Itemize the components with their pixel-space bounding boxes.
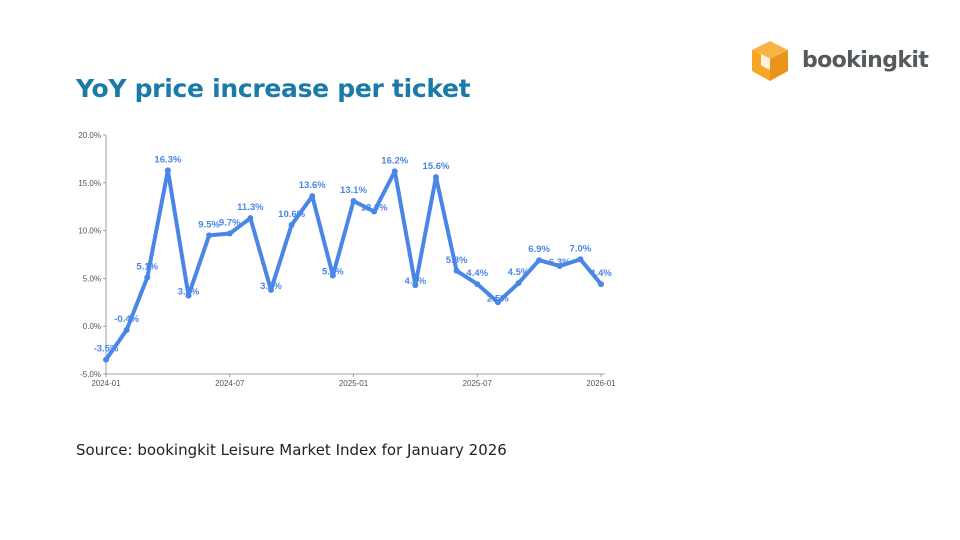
data-label: 9.5% xyxy=(198,219,220,230)
page-title: YoY price increase per ticket xyxy=(76,74,471,103)
chart-axes: -5.0% 0.0% 5.0% 10.0% 15.0% 20.0% 2024-01 2024-… xyxy=(78,131,616,388)
data-label: 13.6% xyxy=(299,180,326,191)
data-point xyxy=(247,215,254,222)
data-label: -0.4% xyxy=(114,314,139,325)
data-point xyxy=(185,292,192,299)
data-label: 16.2% xyxy=(381,155,408,166)
chart-series xyxy=(103,167,604,363)
x-tick-label: 2026-01 xyxy=(586,379,616,388)
data-point xyxy=(453,267,460,274)
data-point xyxy=(350,197,357,204)
line-chart: -5.0% 0.0% 5.0% 10.0% 15.0% 20.0% 2024-01 2024-… xyxy=(78,131,616,388)
data-label: 5.8% xyxy=(446,255,468,266)
data-point xyxy=(226,230,233,237)
data-point xyxy=(515,280,522,287)
bookingkit-logo: bookingkit xyxy=(750,40,929,84)
data-label: 7.0% xyxy=(570,243,592,254)
data-label: 6.9% xyxy=(528,244,550,255)
x-tick-label: 2024-01 xyxy=(91,379,121,388)
data-label: 4.4% xyxy=(466,268,488,279)
x-tick-label: 2025-07 xyxy=(463,379,493,388)
source-note: Source: bookingkit Leisure Market Index … xyxy=(76,441,507,459)
data-point xyxy=(556,262,563,269)
data-label: 6.3% xyxy=(549,257,571,268)
data-point xyxy=(412,282,419,289)
data-label: 10.6% xyxy=(278,209,305,220)
data-point xyxy=(103,356,109,363)
data-point xyxy=(474,281,481,288)
data-label: 3.2% xyxy=(178,287,200,298)
x-tick-label: 2024-07 xyxy=(215,379,245,388)
data-label: 9.7% xyxy=(219,217,241,228)
x-tick-label: 2025-01 xyxy=(339,379,369,388)
data-label: 16.3% xyxy=(154,154,181,165)
data-label: 4.3% xyxy=(405,276,427,287)
data-point xyxy=(329,272,336,279)
data-point xyxy=(268,286,274,293)
y-tick-label: 0.0% xyxy=(83,322,101,331)
data-point xyxy=(598,281,604,288)
data-point xyxy=(371,208,378,215)
data-label: 5.1% xyxy=(136,261,158,272)
data-label: -3.5% xyxy=(94,344,119,355)
data-point xyxy=(164,167,171,174)
data-label: 5.3% xyxy=(322,267,344,278)
y-tick-label: 15.0% xyxy=(78,179,101,188)
y-tick-label: 20.0% xyxy=(78,131,101,140)
data-label: 12.0% xyxy=(361,202,388,213)
data-label: 3.8% xyxy=(260,281,282,292)
data-point xyxy=(288,221,295,228)
data-point xyxy=(433,174,439,181)
data-point xyxy=(309,193,316,200)
data-label: 2.5% xyxy=(487,293,509,304)
data-point xyxy=(536,257,543,264)
data-point xyxy=(206,232,213,239)
data-label: 11.3% xyxy=(237,202,264,213)
data-point xyxy=(494,299,501,306)
data-label: 15.6% xyxy=(423,161,450,172)
y-tick-label: 5.0% xyxy=(83,274,101,283)
brand-name: bookingkit xyxy=(802,48,929,73)
cube-icon xyxy=(752,41,788,81)
data-point xyxy=(123,327,130,334)
y-tick-label: 10.0% xyxy=(78,227,101,236)
data-point xyxy=(577,256,584,263)
data-label: 13.1% xyxy=(340,185,367,196)
chart-data-labels: -3.5% -0.4% 5.1% 16.3% 3.2% 9.5%9.7% 11.3% 3.8%… xyxy=(94,154,613,354)
data-label: 4.4% xyxy=(590,268,612,279)
y-tick-label: -5.0% xyxy=(80,370,101,379)
data-point xyxy=(144,274,151,281)
data-label: 4.5% xyxy=(508,267,530,278)
data-point xyxy=(391,168,398,175)
